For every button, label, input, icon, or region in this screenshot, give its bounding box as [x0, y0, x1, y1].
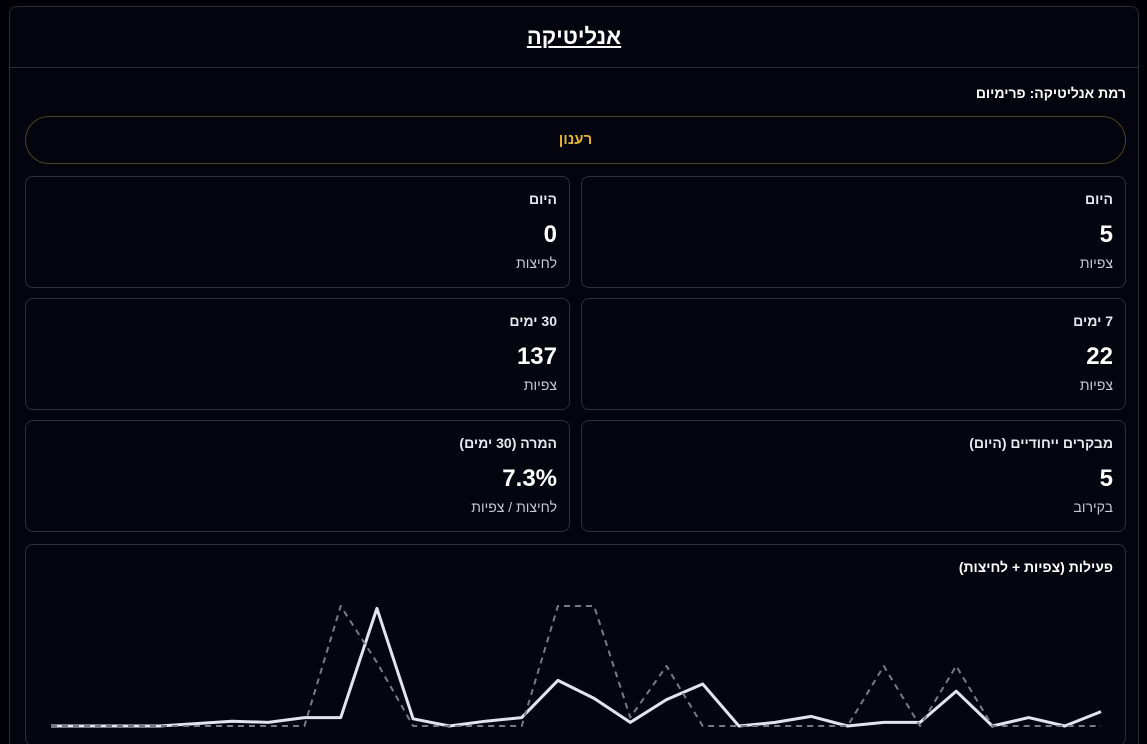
stat-sub: צפיות [523, 377, 557, 393]
stat-label: היום [1085, 191, 1113, 207]
stat-value: 7.3% [502, 465, 557, 492]
stat-card: המרה (30 ימים) 7.3% לחיצות / צפיות [25, 420, 570, 532]
series-line [51, 606, 1102, 728]
stat-card: היום 0 לחיצות [25, 176, 570, 288]
stat-label: 30 ימים [509, 313, 557, 329]
stat-label: המרה (30 ימים) [459, 435, 557, 451]
stat-label: מבקרים ייחודיים (היום) [969, 435, 1113, 451]
chart [51, 605, 1102, 728]
refresh-button[interactable]: רענון [25, 116, 1126, 164]
stat-label: 7 ימים [1073, 313, 1113, 329]
level: רמת אנליטיקה: פרימיום [975, 85, 1126, 101]
stat-sub: לחיצות [516, 255, 557, 271]
stat-card: מבקרים ייחודיים (היום) 5 בקירוב [581, 420, 1126, 532]
series-line [51, 605, 1101, 727]
stat-value: 5 [1099, 221, 1113, 248]
stat-sub: צפיות [1079, 255, 1113, 271]
stat-value: 0 [543, 221, 557, 248]
stat-sub: בקירוב [1073, 499, 1113, 515]
stat-sub: צפיות [1079, 377, 1113, 393]
stat-label: היום [529, 191, 557, 207]
stat-card: היום 5 צפיות [581, 176, 1126, 288]
stat-sub: לחיצות / צפיות [471, 499, 557, 515]
title: אנליטיקה [10, 7, 1138, 68]
stat-value: 5 [1099, 465, 1113, 492]
analytics-panel: אנליטיקה רמת אנליטיקה: פרימיום רענון היו… [9, 6, 1139, 744]
stat-value: 22 [1086, 343, 1113, 370]
chart-card: פעילות (צפיות + לחיצות) [25, 544, 1126, 744]
stat-card: 30 ימים 137 צפיות [25, 298, 570, 410]
chart-title: פעילות (צפיות + לחיצות) [958, 559, 1113, 575]
stat-value: 137 [516, 343, 557, 370]
stat-card: 7 ימים 22 צפיות [581, 298, 1126, 410]
